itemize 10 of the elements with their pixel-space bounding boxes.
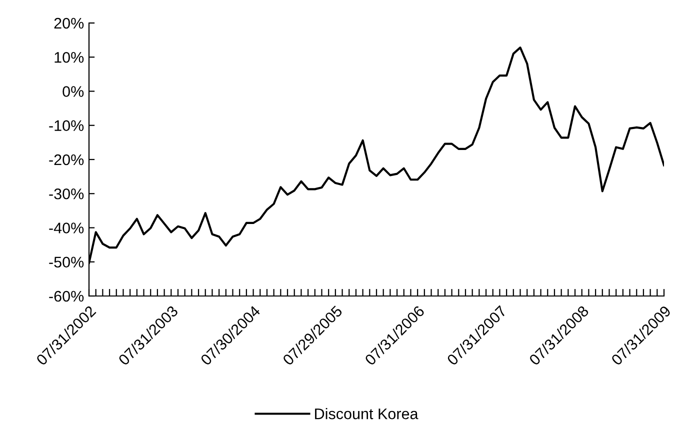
y-tick-label: 0% [62,86,84,97]
y-tick-label: -20% [49,154,84,166]
y-tick-label: -10% [49,120,84,132]
y-tick-label: -40% [49,222,84,234]
legend-label: Discount Korea [315,408,418,420]
y-tick-label: 20% [54,18,84,29]
y-tick-label: -60% [49,290,84,302]
y-tick-label: -30% [49,188,84,200]
y-tick-label: -50% [49,256,84,268]
y-tick-label: 10% [54,52,84,63]
